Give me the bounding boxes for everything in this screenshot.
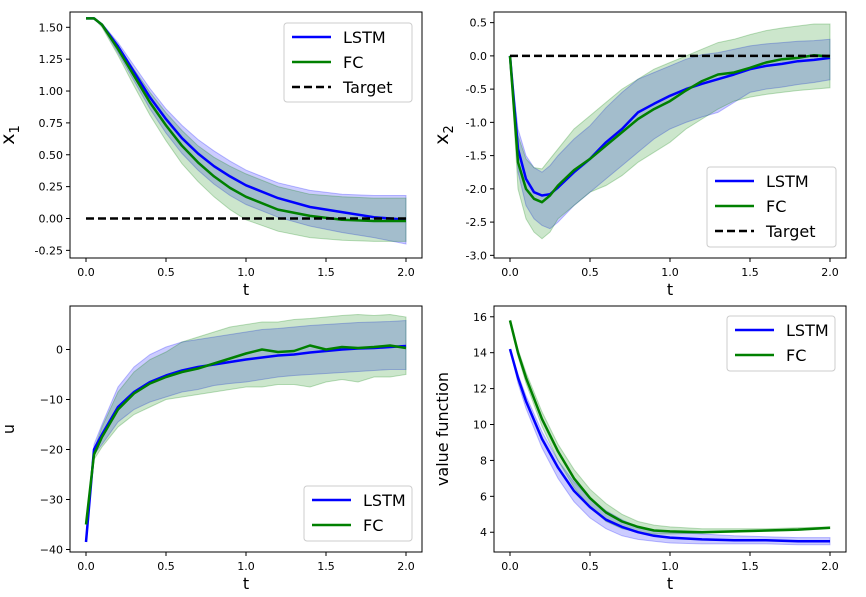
y-tick-label: 1.25 <box>39 53 64 66</box>
x-tick-label: 0.0 <box>77 560 95 573</box>
x-tick-label: 1.5 <box>741 560 759 573</box>
y-tick-label: 4 <box>480 526 487 539</box>
legend-label-lstm: LSTM <box>343 28 386 47</box>
y-tick-label: -3.0 <box>466 249 487 262</box>
x-tick-label: 0.5 <box>157 560 175 573</box>
legend-label-lstm: LSTM <box>766 172 809 191</box>
y-tick-label: -2.5 <box>466 216 487 229</box>
x-tick-label: 1.0 <box>237 560 255 573</box>
legend-label-fc: FC <box>786 346 806 365</box>
legend-box <box>283 22 413 103</box>
line-lstm <box>508 348 830 543</box>
legend: LSTM FC Target <box>283 22 413 103</box>
chart-value: 0.0 0.5 1.0 1.5 2.0 16 14 12 10 8 6 4 t value functio… <box>433 305 847 593</box>
y-tick-label: 0.25 <box>39 181 64 194</box>
chart-x1: 0.0 0.5 1.0 1.5 2.0 1.50 1.25 1.00 0.75 0.50 0.25 0… <box>0 11 423 299</box>
x-tick-label: 1.5 <box>317 560 335 573</box>
y-tick-label: −30 <box>40 494 63 507</box>
x-tick-label: 0.5 <box>581 560 599 573</box>
line-fc <box>86 17 406 223</box>
legend: LSTM FC <box>303 485 413 542</box>
x-axis-label: t <box>243 280 249 299</box>
y-tick-label: 1.50 <box>39 21 64 34</box>
y-axis-label-subscript: 1 <box>8 125 23 133</box>
x-tick-label: 1.5 <box>741 266 759 279</box>
x-tick-label: 1.0 <box>661 266 679 279</box>
y-tick-label: 0.0 <box>470 50 488 63</box>
y-tick-label: −10 <box>40 394 63 407</box>
band-fc <box>85 313 407 525</box>
legend-box <box>706 166 837 248</box>
x-tick-label: 0.0 <box>77 266 95 279</box>
chart-x2: 0.0 0.5 1.0 1.5 2.0 0.5 0.0 -0.5 -1.0 -1.5 -2.0 -2.… <box>431 11 847 299</box>
x-tick-label: 2.0 <box>397 560 415 573</box>
y-tick-label: 0.5 <box>470 17 488 30</box>
legend: LSTM FC <box>726 315 836 372</box>
x-tick-label: 2.0 <box>821 266 839 279</box>
legend-label-fc: FC <box>766 197 786 216</box>
y-tick-label: 10 <box>473 419 487 432</box>
x-axis-label: t <box>243 574 249 593</box>
y-tick-label: −40 <box>40 544 63 557</box>
plot-area <box>508 320 831 546</box>
y-tick-label: -1.0 <box>466 116 487 129</box>
legend-label-target: Target <box>342 78 393 97</box>
y-tick-label: -0.5 <box>466 83 487 96</box>
y-axis-label-main: u <box>0 424 18 434</box>
x-axis-label: t <box>667 280 673 299</box>
line-fc <box>84 344 407 525</box>
y-tick-label: 16 <box>473 311 487 324</box>
plot-area <box>86 17 407 245</box>
plot-area <box>508 23 831 240</box>
y-axis-label-main: value function <box>433 372 452 486</box>
x-axis-label: t <box>667 574 673 593</box>
y-tick-label: 0.75 <box>39 117 64 130</box>
y-axis-label: x1 <box>0 125 23 145</box>
legend-label-lstm: LSTM <box>786 321 829 340</box>
band-lstm <box>509 38 831 230</box>
y-tick-label: -0.25 <box>35 244 63 257</box>
x-tick-label: 0.0 <box>501 560 519 573</box>
y-axis-label-main: x <box>0 134 19 145</box>
y-tick-label: 1.00 <box>39 85 64 98</box>
y-tick-label: 0.00 <box>39 212 64 225</box>
y-axis-label: x2 <box>431 125 457 145</box>
x-tick-label: 1.0 <box>237 266 255 279</box>
x-tick-label: 0.5 <box>581 266 599 279</box>
y-tick-label: 12 <box>473 383 487 396</box>
x-tick-label: 2.0 <box>821 560 839 573</box>
y-tick-label: 0 <box>56 344 63 357</box>
y-axis-label: u <box>0 424 18 434</box>
y-tick-label: 6 <box>480 490 487 503</box>
x-tick-label: 0.0 <box>501 266 519 279</box>
y-tick-label: -2.0 <box>466 183 487 196</box>
x-tick-label: 1.0 <box>661 560 679 573</box>
legend-label-target: Target <box>765 222 816 241</box>
x-tick-label: 2.0 <box>397 266 415 279</box>
y-axis-label-main: x <box>431 134 453 145</box>
line-lstm <box>84 344 407 543</box>
legend-label-fc: FC <box>363 516 383 535</box>
y-tick-label: 8 <box>480 454 487 467</box>
legend-label-lstm: LSTM <box>363 491 406 510</box>
line-lstm <box>508 55 831 197</box>
plot-area <box>84 313 407 543</box>
chart-u: 0.0 0.5 1.0 1.5 2.0 0 −10 −20 −30 −40 t u LSTM FC <box>0 305 423 593</box>
y-tick-label: 14 <box>473 347 487 360</box>
y-tick-label: 0.50 <box>39 149 64 162</box>
y-axis-label-subscript: 2 <box>442 125 457 133</box>
y-axis-label: value function <box>433 372 452 486</box>
y-tick-label: -1.5 <box>466 150 487 163</box>
line-fc <box>508 320 831 534</box>
line-fc <box>508 53 831 204</box>
legend: LSTM FC Target <box>706 166 837 248</box>
x-tick-label: 0.5 <box>157 266 175 279</box>
legend-label-fc: FC <box>343 53 363 72</box>
y-tick-label: −20 <box>40 444 63 457</box>
x-tick-label: 1.5 <box>317 266 335 279</box>
